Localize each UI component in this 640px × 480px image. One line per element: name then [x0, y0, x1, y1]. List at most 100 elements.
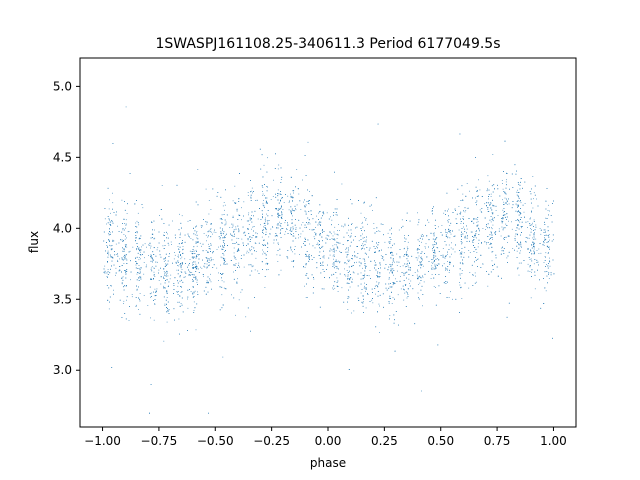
data-point [131, 294, 133, 295]
data-point [539, 279, 540, 281]
data-point [107, 269, 109, 270]
data-point [262, 187, 264, 188]
data-point [360, 278, 362, 280]
data-point [348, 235, 349, 236]
data-point [477, 259, 478, 260]
data-point [307, 223, 309, 225]
data-point [311, 229, 313, 231]
data-point [182, 311, 184, 313]
data-point [388, 278, 390, 280]
data-point [112, 257, 114, 259]
data-point [416, 274, 418, 276]
data-point [166, 274, 167, 276]
data-point [108, 252, 110, 254]
data-point [168, 309, 170, 311]
data-point [258, 242, 260, 244]
data-point [364, 230, 365, 232]
data-point [482, 228, 484, 229]
data-point [222, 237, 224, 239]
data-point [352, 258, 353, 260]
data-point [391, 254, 393, 256]
data-point [349, 279, 351, 281]
data-point [223, 281, 225, 283]
data-point [341, 225, 343, 227]
data-point [533, 250, 535, 252]
data-point [529, 234, 531, 236]
data-point [153, 247, 155, 248]
data-point [154, 303, 155, 305]
data-point [517, 192, 519, 193]
data-point [422, 265, 424, 267]
data-point [543, 278, 544, 279]
data-point [218, 236, 220, 238]
data-point [547, 267, 549, 269]
data-point [476, 221, 478, 223]
data-point [389, 297, 391, 299]
data-point [267, 202, 268, 204]
data-point [221, 222, 223, 224]
data-point [180, 303, 182, 304]
data-point [247, 307, 249, 309]
scatter-points [103, 106, 555, 414]
data-point [263, 229, 264, 231]
data-point [362, 258, 364, 260]
data-point [334, 287, 336, 289]
data-point [179, 213, 180, 215]
data-point [368, 256, 369, 258]
data-point [264, 287, 266, 288]
data-point [113, 240, 115, 242]
data-point [139, 237, 141, 239]
data-point [255, 232, 257, 234]
data-point [251, 215, 252, 216]
data-point [122, 279, 124, 281]
data-point [544, 235, 546, 236]
data-point [373, 246, 375, 247]
data-point [408, 269, 409, 271]
data-point [112, 239, 114, 241]
data-point [275, 196, 277, 198]
data-point [191, 274, 193, 275]
data-point [107, 271, 109, 273]
data-point [309, 243, 310, 245]
data-point [497, 188, 499, 190]
data-point [263, 239, 265, 241]
data-point [193, 292, 195, 294]
data-point [237, 225, 239, 227]
data-point [517, 211, 518, 213]
data-point [208, 230, 210, 232]
data-point [235, 270, 236, 271]
data-point [137, 222, 139, 224]
data-point [219, 227, 221, 229]
data-point [478, 239, 480, 241]
data-point [104, 270, 106, 272]
data-point [335, 272, 337, 273]
data-point [494, 233, 496, 234]
data-point [189, 274, 191, 275]
data-point [329, 239, 331, 240]
data-point [490, 193, 492, 195]
data-point [479, 189, 481, 191]
data-point [439, 293, 441, 294]
data-point [365, 241, 367, 243]
data-point [109, 234, 111, 235]
data-point [447, 220, 449, 222]
data-point [360, 235, 362, 237]
data-point [418, 265, 420, 266]
data-point [363, 202, 365, 204]
data-point [362, 305, 364, 307]
data-point [403, 248, 405, 250]
data-point [304, 227, 306, 228]
data-point [336, 238, 338, 239]
data-point [321, 246, 323, 248]
data-point [241, 238, 243, 240]
data-point [163, 223, 165, 224]
data-point [438, 226, 439, 228]
data-point [107, 222, 109, 224]
data-point [547, 241, 549, 243]
data-point [262, 204, 264, 206]
data-point [533, 263, 535, 265]
data-point [411, 255, 413, 257]
data-point [117, 261, 119, 262]
data-point [235, 226, 237, 228]
data-point [356, 226, 358, 228]
